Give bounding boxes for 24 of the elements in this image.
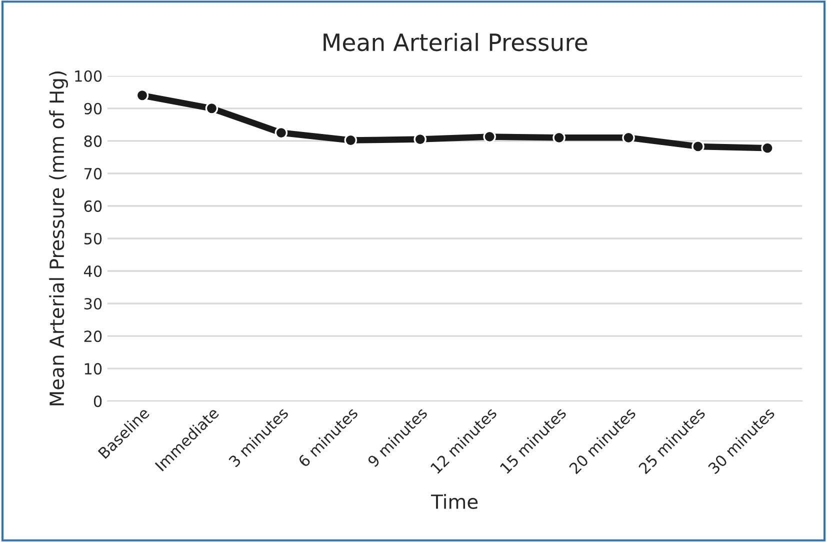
- y-tick-label: 50: [84, 232, 102, 244]
- point: [205, 102, 218, 115]
- point: [136, 89, 149, 102]
- point: [692, 140, 704, 153]
- y-tick-label: 100: [75, 70, 102, 82]
- y-tick-label: 90: [84, 102, 102, 114]
- point: [344, 134, 358, 147]
- y-tick-label: 80: [84, 135, 102, 147]
- y-tick-label: 20: [84, 330, 102, 342]
- point: [552, 131, 566, 144]
- point: [483, 130, 496, 144]
- chart-title: Mean Arterial Pressure: [324, 32, 588, 52]
- y-tick-label: 70: [84, 168, 102, 180]
- point: [414, 132, 427, 146]
- x-axis-title: Time: [431, 494, 478, 510]
- y-tick-label: 0: [94, 396, 102, 408]
- point: [761, 142, 774, 154]
- y-axis-title: Mean Arterial Pressure (mm of Hg): [49, 72, 68, 406]
- point: [622, 131, 635, 144]
- y-tick-label: 40: [84, 265, 102, 278]
- y-tick-label: 30: [84, 298, 102, 310]
- y-tick-label: 60: [84, 200, 102, 212]
- y-tick-label: 10: [84, 363, 102, 375]
- point: [274, 126, 288, 140]
